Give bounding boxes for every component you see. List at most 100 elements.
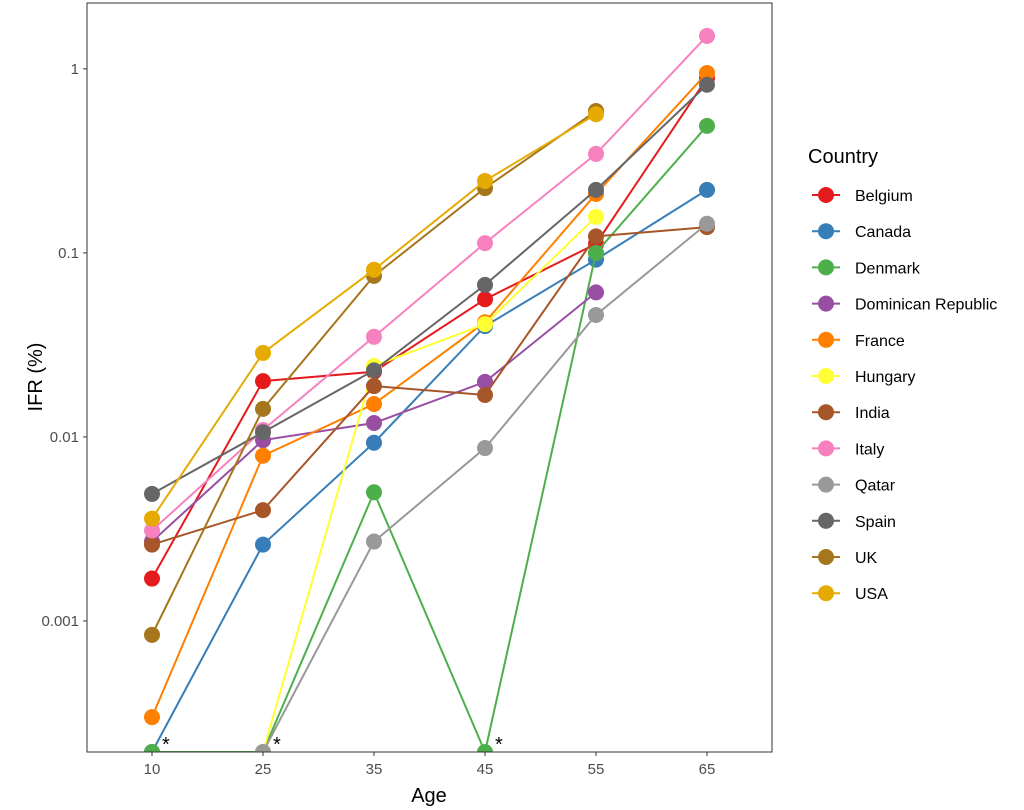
legend-label: Qatar: [855, 478, 896, 495]
legend-label: USA: [855, 586, 888, 603]
asterisk-annotation: *: [273, 734, 281, 756]
data-point: [477, 291, 493, 308]
legend-label: Denmark: [855, 260, 921, 277]
legend-label: Canada: [855, 224, 911, 241]
series-line: [151, 84, 708, 495]
data-point: [144, 709, 160, 726]
series-france: [144, 64, 715, 726]
legend-label: Belgium: [855, 188, 913, 205]
legend-label: UK: [855, 550, 878, 567]
data-point: [477, 276, 493, 293]
legend-item: UK: [812, 549, 878, 567]
series-line: [151, 189, 708, 753]
legend-label: Italy: [855, 441, 884, 458]
data-point: [255, 447, 271, 464]
data-point: [255, 344, 271, 361]
y-tick-label: 0.01: [50, 429, 79, 446]
legend: Country Belgium Canada Denmark Dominican Re…: [808, 146, 997, 603]
x-tick-label: 25: [255, 761, 272, 778]
legend-label: India: [855, 405, 890, 422]
asterisk-annotation: *: [162, 734, 170, 756]
data-point: [255, 502, 271, 519]
plot-border: [86, 2, 773, 753]
data-point: [699, 64, 715, 81]
data-point: [366, 415, 382, 432]
series-layer: [86, 2, 792, 810]
legend-item: India: [812, 404, 890, 422]
y-axis-title: IFR (%): [25, 343, 47, 412]
data-point: [588, 208, 604, 225]
data-point: [699, 215, 715, 232]
x-tick-label: 55: [588, 761, 605, 778]
y-tick-label: 0.1: [58, 245, 79, 262]
legend-label: Hungary: [855, 369, 915, 386]
data-point: [144, 626, 160, 643]
data-point: [477, 172, 493, 189]
legend-item: France: [812, 331, 905, 350]
legend-item: Hungary: [812, 368, 915, 386]
legend-item: USA: [812, 585, 888, 603]
data-point: [366, 434, 382, 451]
legend-key-point: [818, 259, 834, 276]
data-point: [255, 373, 271, 390]
annotations: * * *: [162, 734, 503, 756]
data-point: [477, 316, 493, 333]
data-point: [366, 484, 382, 501]
legend-label: Spain: [855, 514, 896, 531]
data-point: [588, 145, 604, 162]
legend-label: France: [855, 333, 905, 350]
data-point: [366, 362, 382, 379]
legend-item: Qatar: [812, 476, 896, 495]
data-point: [255, 400, 271, 417]
legend-key-point: [818, 295, 834, 312]
data-point: [366, 328, 382, 345]
data-point: [477, 373, 493, 390]
series-line: [151, 77, 708, 580]
series-spain: [144, 76, 715, 502]
data-point: [477, 235, 493, 252]
data-point: [144, 570, 160, 587]
legend-key-point: [818, 331, 834, 348]
data-point: [588, 284, 604, 301]
y-tick-label: 1: [71, 61, 79, 78]
y-axis: 1 0.1 0.01 0.001: [41, 61, 87, 630]
legend-item: Belgium: [812, 187, 913, 205]
data-point: [255, 536, 271, 553]
series-line: [151, 226, 708, 546]
series-india: [144, 219, 715, 553]
x-tick-label: 10: [144, 761, 161, 778]
bottom-mask: [87, 752, 792, 810]
data-point: [699, 27, 715, 44]
data-point: [699, 117, 715, 134]
data-point: [144, 485, 160, 502]
x-tick-label: 35: [366, 761, 383, 778]
legend-item: Italy: [812, 440, 884, 458]
data-point: [588, 181, 604, 198]
x-axis: 10 25 35 45 55 65: [144, 752, 715, 778]
data-point: [366, 261, 382, 278]
legend-label: Dominican Republic: [855, 297, 997, 314]
data-point: [588, 306, 604, 323]
x-axis-title: Age: [411, 785, 447, 807]
legend-key-point: [818, 549, 834, 565]
data-point: [588, 228, 604, 245]
data-point: [144, 522, 160, 539]
legend-key-point: [818, 223, 834, 240]
data-point: [477, 440, 493, 457]
data-point: [366, 533, 382, 550]
legend-item: Spain: [812, 512, 896, 531]
legend-key-point: [818, 187, 834, 203]
data-point: [699, 181, 715, 198]
data-point: [366, 378, 382, 395]
series-line: [151, 72, 708, 718]
data-point: [588, 244, 604, 261]
y-tick-label: 0.001: [41, 613, 79, 630]
data-point: [144, 536, 160, 553]
legend-key-point: [818, 404, 834, 421]
legend-item: Denmark: [812, 259, 921, 277]
legend-title: Country: [808, 146, 878, 168]
series-line: [262, 216, 597, 753]
data-point: [255, 424, 271, 441]
legend-key-point: [818, 368, 834, 384]
